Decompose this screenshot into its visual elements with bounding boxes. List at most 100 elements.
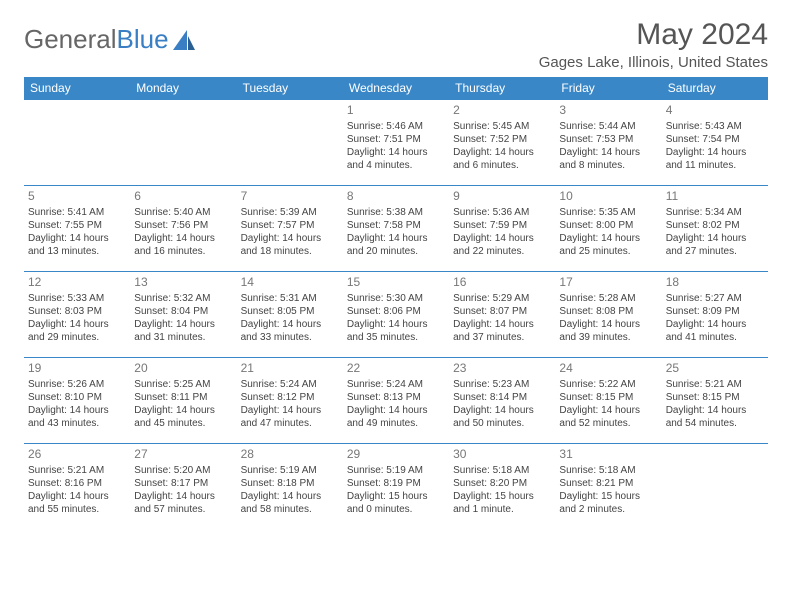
day-number: 1 xyxy=(347,103,445,119)
sunrise-text: Sunrise: 5:22 AM xyxy=(559,378,657,391)
daylight-text: and 6 minutes. xyxy=(453,159,551,172)
daylight-text: Daylight: 14 hours xyxy=(559,404,657,417)
sunrise-text: Sunrise: 5:32 AM xyxy=(134,292,232,305)
day-number: 10 xyxy=(559,189,657,205)
calendar-day-cell xyxy=(24,100,130,186)
daylight-text: Daylight: 14 hours xyxy=(347,404,445,417)
day-number: 16 xyxy=(453,275,551,291)
daylight-text: Daylight: 14 hours xyxy=(241,232,339,245)
calendar-day-cell: 17Sunrise: 5:28 AMSunset: 8:08 PMDayligh… xyxy=(555,272,661,358)
daylight-text: and 43 minutes. xyxy=(28,417,126,430)
calendar-day-cell: 10Sunrise: 5:35 AMSunset: 8:00 PMDayligh… xyxy=(555,186,661,272)
calendar-day-cell: 31Sunrise: 5:18 AMSunset: 8:21 PMDayligh… xyxy=(555,444,661,530)
daylight-text: Daylight: 14 hours xyxy=(28,232,126,245)
daylight-text: and 50 minutes. xyxy=(453,417,551,430)
calendar-day-cell: 28Sunrise: 5:19 AMSunset: 8:18 PMDayligh… xyxy=(237,444,343,530)
sunrise-text: Sunrise: 5:33 AM xyxy=(28,292,126,305)
day-number: 12 xyxy=(28,275,126,291)
sunrise-text: Sunrise: 5:18 AM xyxy=(453,464,551,477)
calendar-day-cell: 7Sunrise: 5:39 AMSunset: 7:57 PMDaylight… xyxy=(237,186,343,272)
sunset-text: Sunset: 8:20 PM xyxy=(453,477,551,490)
day-number: 27 xyxy=(134,447,232,463)
sunrise-text: Sunrise: 5:18 AM xyxy=(559,464,657,477)
day-number: 26 xyxy=(28,447,126,463)
calendar-page: GeneralBlue May 2024 Gages Lake, Illinoi… xyxy=(0,0,792,530)
sunset-text: Sunset: 8:13 PM xyxy=(347,391,445,404)
daylight-text: and 4 minutes. xyxy=(347,159,445,172)
sunrise-text: Sunrise: 5:19 AM xyxy=(347,464,445,477)
page-header: GeneralBlue May 2024 Gages Lake, Illinoi… xyxy=(24,18,768,71)
daylight-text: and 35 minutes. xyxy=(347,331,445,344)
daylight-text: and 37 minutes. xyxy=(453,331,551,344)
daylight-text: Daylight: 14 hours xyxy=(134,232,232,245)
day-number: 5 xyxy=(28,189,126,205)
calendar-week-row: 5Sunrise: 5:41 AMSunset: 7:55 PMDaylight… xyxy=(24,186,768,272)
day-number: 15 xyxy=(347,275,445,291)
daylight-text: and 47 minutes. xyxy=(241,417,339,430)
sunset-text: Sunset: 8:11 PM xyxy=(134,391,232,404)
calendar-day-cell: 20Sunrise: 5:25 AMSunset: 8:11 PMDayligh… xyxy=(130,358,236,444)
daylight-text: Daylight: 14 hours xyxy=(453,404,551,417)
logo-text-gray: General xyxy=(24,24,117,55)
day-number: 21 xyxy=(241,361,339,377)
calendar-table: Sunday Monday Tuesday Wednesday Thursday… xyxy=(24,77,768,530)
day-header: Monday xyxy=(130,77,236,100)
sunset-text: Sunset: 8:19 PM xyxy=(347,477,445,490)
calendar-day-cell: 25Sunrise: 5:21 AMSunset: 8:15 PMDayligh… xyxy=(662,358,768,444)
daylight-text: and 33 minutes. xyxy=(241,331,339,344)
daylight-text: Daylight: 14 hours xyxy=(28,318,126,331)
calendar-day-cell: 24Sunrise: 5:22 AMSunset: 8:15 PMDayligh… xyxy=(555,358,661,444)
daylight-text: and 55 minutes. xyxy=(28,503,126,516)
calendar-day-cell: 16Sunrise: 5:29 AMSunset: 8:07 PMDayligh… xyxy=(449,272,555,358)
daylight-text: Daylight: 14 hours xyxy=(241,404,339,417)
calendar-day-cell xyxy=(662,444,768,530)
calendar-day-cell: 4Sunrise: 5:43 AMSunset: 7:54 PMDaylight… xyxy=(662,100,768,186)
sunset-text: Sunset: 8:14 PM xyxy=(453,391,551,404)
logo: GeneralBlue xyxy=(24,18,197,55)
daylight-text: and 29 minutes. xyxy=(28,331,126,344)
day-header: Friday xyxy=(555,77,661,100)
daylight-text: and 52 minutes. xyxy=(559,417,657,430)
calendar-day-cell: 23Sunrise: 5:23 AMSunset: 8:14 PMDayligh… xyxy=(449,358,555,444)
sunset-text: Sunset: 7:53 PM xyxy=(559,133,657,146)
daylight-text: and 22 minutes. xyxy=(453,245,551,258)
sunset-text: Sunset: 7:59 PM xyxy=(453,219,551,232)
logo-text-blue: Blue xyxy=(117,24,169,55)
daylight-text: and 2 minutes. xyxy=(559,503,657,516)
calendar-day-cell: 1Sunrise: 5:46 AMSunset: 7:51 PMDaylight… xyxy=(343,100,449,186)
day-number: 3 xyxy=(559,103,657,119)
sunrise-text: Sunrise: 5:40 AM xyxy=(134,206,232,219)
day-header: Tuesday xyxy=(237,77,343,100)
calendar-day-cell: 14Sunrise: 5:31 AMSunset: 8:05 PMDayligh… xyxy=(237,272,343,358)
sunrise-text: Sunrise: 5:46 AM xyxy=(347,120,445,133)
daylight-text: Daylight: 14 hours xyxy=(241,490,339,503)
sunrise-text: Sunrise: 5:39 AM xyxy=(241,206,339,219)
sunrise-text: Sunrise: 5:24 AM xyxy=(241,378,339,391)
sunset-text: Sunset: 8:03 PM xyxy=(28,305,126,318)
sunset-text: Sunset: 8:02 PM xyxy=(666,219,764,232)
day-number: 8 xyxy=(347,189,445,205)
daylight-text: Daylight: 14 hours xyxy=(347,318,445,331)
daylight-text: and 41 minutes. xyxy=(666,331,764,344)
daylight-text: Daylight: 14 hours xyxy=(241,318,339,331)
sunset-text: Sunset: 8:18 PM xyxy=(241,477,339,490)
calendar-day-cell: 6Sunrise: 5:40 AMSunset: 7:56 PMDaylight… xyxy=(130,186,236,272)
calendar-week-row: 19Sunrise: 5:26 AMSunset: 8:10 PMDayligh… xyxy=(24,358,768,444)
sunset-text: Sunset: 8:06 PM xyxy=(347,305,445,318)
sunset-text: Sunset: 7:54 PM xyxy=(666,133,764,146)
sunrise-text: Sunrise: 5:43 AM xyxy=(666,120,764,133)
calendar-day-cell: 30Sunrise: 5:18 AMSunset: 8:20 PMDayligh… xyxy=(449,444,555,530)
day-number: 18 xyxy=(666,275,764,291)
sunset-text: Sunset: 7:51 PM xyxy=(347,133,445,146)
sunset-text: Sunset: 7:55 PM xyxy=(28,219,126,232)
daylight-text: Daylight: 14 hours xyxy=(134,490,232,503)
sunset-text: Sunset: 7:57 PM xyxy=(241,219,339,232)
day-number: 23 xyxy=(453,361,551,377)
sunrise-text: Sunrise: 5:35 AM xyxy=(559,206,657,219)
sunset-text: Sunset: 8:08 PM xyxy=(559,305,657,318)
day-number: 14 xyxy=(241,275,339,291)
calendar-day-cell xyxy=(237,100,343,186)
sunrise-text: Sunrise: 5:38 AM xyxy=(347,206,445,219)
calendar-day-cell: 15Sunrise: 5:30 AMSunset: 8:06 PMDayligh… xyxy=(343,272,449,358)
sunrise-text: Sunrise: 5:23 AM xyxy=(453,378,551,391)
